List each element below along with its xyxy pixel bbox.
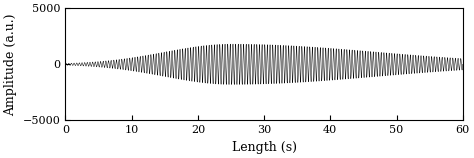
Y-axis label: Amplitude (a.u.): Amplitude (a.u.)	[4, 13, 17, 115]
X-axis label: Length (s): Length (s)	[232, 141, 297, 154]
